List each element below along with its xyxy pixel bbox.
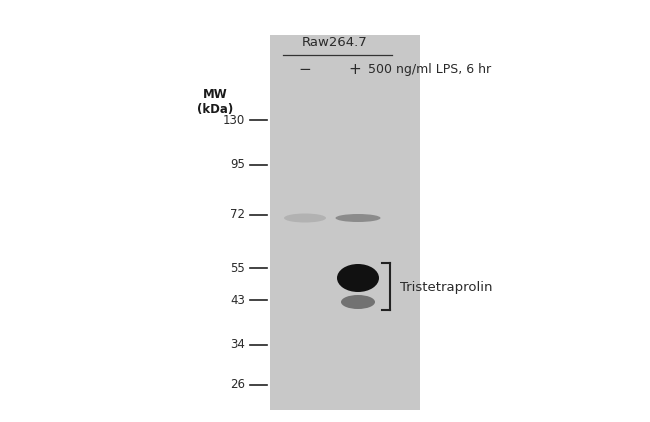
Text: (kDa): (kDa) <box>197 103 233 116</box>
Text: 26: 26 <box>230 379 245 392</box>
Text: 72: 72 <box>230 208 245 222</box>
Text: −: − <box>298 62 311 78</box>
Text: 130: 130 <box>223 114 245 127</box>
Ellipse shape <box>341 295 375 309</box>
Bar <box>270 35 420 410</box>
Text: 34: 34 <box>230 338 245 352</box>
Text: 500 ng/ml LPS, 6 hr: 500 ng/ml LPS, 6 hr <box>368 63 491 76</box>
Text: Tristetraprolin: Tristetraprolin <box>400 281 493 293</box>
Text: MW: MW <box>203 89 228 102</box>
Text: 55: 55 <box>230 262 245 274</box>
Ellipse shape <box>337 264 379 292</box>
Ellipse shape <box>284 214 326 222</box>
Text: 43: 43 <box>230 293 245 306</box>
Text: 95: 95 <box>230 159 245 171</box>
Ellipse shape <box>335 214 380 222</box>
Text: Raw264.7: Raw264.7 <box>302 35 368 49</box>
Text: +: + <box>348 62 361 78</box>
